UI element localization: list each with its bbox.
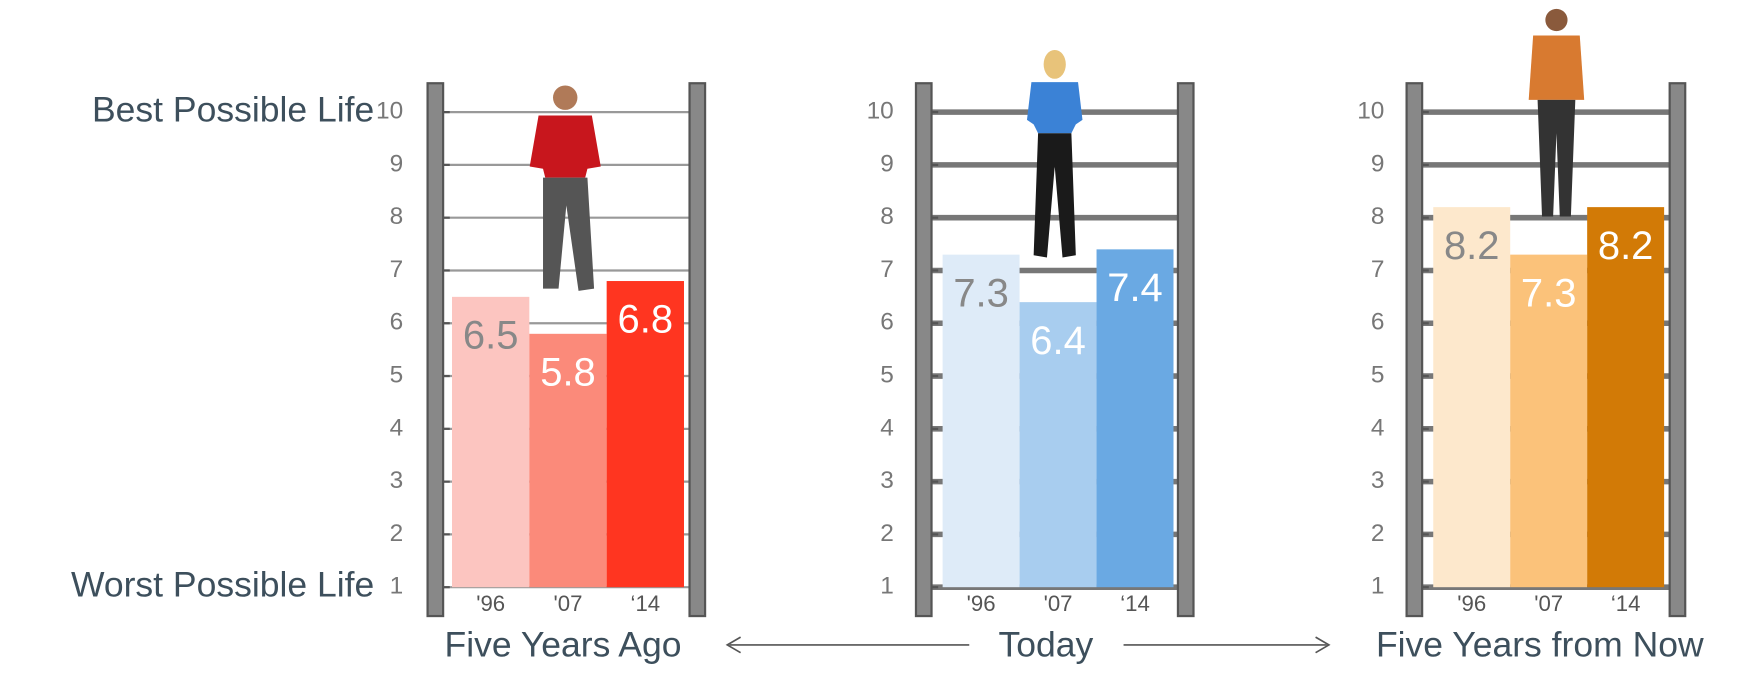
- chart: 1 2 3 4 5 6 7 8 9 10 6.5 '96 5.8 '07 6.8 ‘14 Five Years …: [0, 0, 1760, 680]
- y-tick-label: 3: [880, 467, 894, 494]
- ladder-rail: [428, 83, 444, 616]
- x-tick-label: ‘14: [1120, 591, 1150, 616]
- person-2: [1027, 50, 1083, 258]
- y-tick-label: 5: [880, 361, 894, 388]
- y-tick-label: 7: [880, 256, 894, 283]
- x-tick-label: '07: [554, 591, 583, 616]
- y-tick-label: 1: [880, 573, 894, 600]
- y-tick-label: 1: [1371, 573, 1385, 600]
- y-tick-label: 5: [390, 361, 404, 388]
- x-tick-label: '96: [476, 591, 505, 616]
- ladder-rail: [916, 83, 932, 616]
- y-tick-label: 10: [1357, 98, 1384, 125]
- chart-title: Five Years Ago: [445, 625, 682, 665]
- annotation: Worst Possible Life: [71, 565, 374, 605]
- y-tick-label: 7: [1371, 256, 1385, 283]
- y-tick-label: 6: [1371, 309, 1385, 336]
- y-tick-label: 4: [1371, 414, 1385, 441]
- ladder-rail: [1178, 83, 1194, 616]
- x-tick-label: ‘14: [631, 591, 661, 616]
- value-label: 8.2: [1444, 224, 1500, 268]
- annotation: Best Possible Life: [92, 90, 374, 130]
- y-tick-label: 9: [390, 150, 404, 177]
- y-tick-label: 5: [1371, 361, 1385, 388]
- y-tick-label: 3: [1371, 467, 1385, 494]
- x-tick-label: ‘14: [1611, 591, 1641, 616]
- y-tick-label: 2: [1371, 520, 1385, 547]
- chart-title: Five Years from Now: [1376, 625, 1704, 665]
- value-label: 7.3: [953, 271, 1009, 315]
- ladder-rail: [1670, 83, 1686, 616]
- y-tick-label: 2: [880, 520, 894, 547]
- y-tick-label: 8: [880, 203, 894, 230]
- y-tick-label: 9: [1371, 150, 1385, 177]
- y-tick-label: 1: [390, 573, 404, 600]
- value-label: 8.2: [1598, 224, 1654, 268]
- value-label: 6.5: [463, 313, 519, 357]
- x-tick-label: '96: [967, 591, 996, 616]
- y-tick-label: 10: [376, 98, 403, 125]
- y-tick-label: 8: [390, 203, 404, 230]
- x-tick-label: '07: [1534, 591, 1563, 616]
- x-tick-label: '07: [1044, 591, 1073, 616]
- value-label: 5.8: [540, 350, 596, 394]
- y-tick-label: 4: [880, 414, 894, 441]
- value-label: 7.4: [1107, 266, 1163, 310]
- y-tick-label: 2: [390, 520, 404, 547]
- person-1: [530, 85, 601, 290]
- ladder-rail: [690, 83, 706, 616]
- chart-title: Today: [998, 625, 1093, 665]
- y-tick-label: 7: [390, 256, 404, 283]
- value-label: 6.8: [618, 298, 674, 342]
- y-tick-label: 9: [880, 150, 894, 177]
- y-tick-label: 3: [390, 467, 404, 494]
- x-tick-label: '96: [1457, 591, 1486, 616]
- y-tick-label: 10: [867, 98, 894, 125]
- y-tick-label: 4: [390, 414, 404, 441]
- y-tick-label: 6: [390, 309, 404, 336]
- y-tick-label: 6: [880, 309, 894, 336]
- ladder-rail: [1407, 83, 1423, 616]
- y-tick-label: 8: [1371, 203, 1385, 230]
- value-label: 7.3: [1521, 271, 1577, 315]
- value-label: 6.4: [1030, 319, 1086, 363]
